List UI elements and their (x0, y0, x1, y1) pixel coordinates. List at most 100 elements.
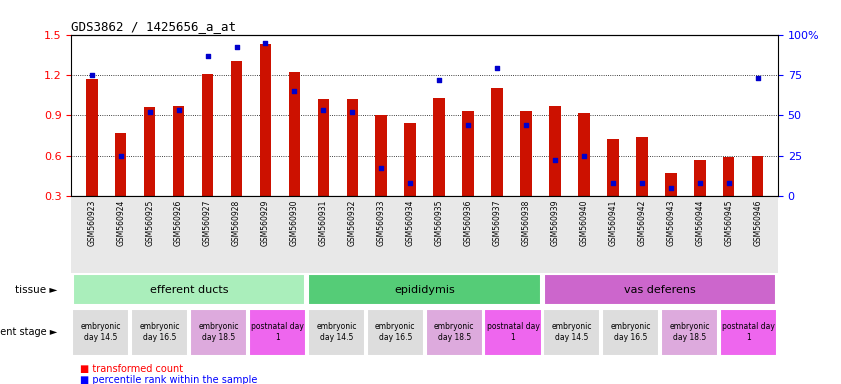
Point (635, 180, 648, 186)
Text: GDS3862 / 1425656_a_at: GDS3862 / 1425656_a_at (71, 20, 236, 33)
Bar (260, 44, 272, 236)
Text: GSM560932: GSM560932 (348, 200, 357, 246)
Text: GSM560946: GSM560946 (754, 200, 762, 246)
Point (490, 65, 504, 71)
Text: GSM560942: GSM560942 (637, 200, 647, 246)
Point (664, 185, 678, 191)
Bar (288, 72, 300, 236)
Point (519, 122, 532, 128)
Text: epididymis: epididymis (394, 285, 455, 295)
Text: embryonic
day 14.5: embryonic day 14.5 (552, 323, 592, 342)
Text: GSM560939: GSM560939 (551, 200, 559, 246)
Point (548, 157, 562, 164)
Bar (694, 160, 706, 236)
Bar (636, 137, 648, 236)
Bar (549, 106, 561, 236)
Bar (230, 61, 242, 236)
Bar (665, 173, 677, 236)
Bar (720, 309, 777, 356)
Bar (405, 123, 416, 236)
Point (114, 152, 128, 159)
Text: GSM560926: GSM560926 (174, 200, 183, 246)
Point (85, 72, 98, 78)
Text: GSM560928: GSM560928 (232, 200, 241, 246)
Text: embryonic
day 16.5: embryonic day 16.5 (375, 323, 415, 342)
Bar (607, 139, 619, 236)
Text: development stage ►: development stage ► (0, 327, 57, 337)
Bar (131, 309, 188, 356)
Bar (491, 88, 503, 236)
Bar (309, 274, 541, 306)
Bar (602, 309, 659, 356)
Text: GSM560934: GSM560934 (405, 200, 415, 246)
Bar (484, 309, 542, 356)
Bar (723, 157, 734, 236)
Text: GSM560938: GSM560938 (521, 200, 531, 246)
Bar (172, 106, 184, 236)
Text: GSM560925: GSM560925 (145, 200, 154, 246)
Point (259, 40, 272, 46)
Text: GSM560929: GSM560929 (261, 200, 270, 246)
Point (606, 180, 620, 186)
Point (751, 75, 764, 81)
Point (693, 180, 706, 186)
Point (374, 166, 388, 172)
Text: embryonic
day 14.5: embryonic day 14.5 (81, 323, 121, 342)
Point (462, 122, 475, 128)
Point (577, 152, 590, 159)
Text: GSM560927: GSM560927 (203, 200, 212, 246)
Text: embryonic
day 18.5: embryonic day 18.5 (669, 323, 710, 342)
Text: GSM560937: GSM560937 (493, 200, 501, 246)
Bar (433, 98, 445, 236)
Text: ■ transformed count: ■ transformed count (80, 364, 183, 374)
Text: GSM560944: GSM560944 (696, 200, 704, 246)
Text: efferent ducts: efferent ducts (150, 285, 229, 295)
Bar (318, 99, 329, 236)
Text: GSM560945: GSM560945 (724, 200, 733, 246)
Text: GSM560940: GSM560940 (579, 200, 589, 246)
Point (722, 180, 735, 186)
Text: GSM560933: GSM560933 (377, 200, 386, 246)
Bar (752, 156, 764, 236)
Text: GSM560941: GSM560941 (608, 200, 617, 246)
Bar (544, 274, 776, 306)
Text: GSM560930: GSM560930 (290, 200, 299, 246)
Bar (115, 132, 126, 236)
Point (346, 109, 359, 115)
Point (288, 88, 301, 94)
Text: tissue ►: tissue ► (15, 285, 57, 295)
Point (172, 107, 185, 113)
Text: ■ percentile rank within the sample: ■ percentile rank within the sample (80, 375, 257, 384)
Text: embryonic
day 18.5: embryonic day 18.5 (434, 323, 474, 342)
Bar (346, 99, 358, 236)
Bar (521, 111, 532, 236)
Text: GSM560936: GSM560936 (463, 200, 473, 246)
Point (404, 180, 417, 186)
Bar (578, 113, 590, 236)
Bar (73, 274, 305, 306)
Bar (308, 309, 365, 356)
Bar (202, 73, 214, 236)
Bar (463, 111, 474, 236)
Bar (543, 309, 600, 356)
Text: embryonic
day 16.5: embryonic day 16.5 (140, 323, 180, 342)
Bar (426, 309, 483, 356)
Text: embryonic
day 18.5: embryonic day 18.5 (198, 323, 239, 342)
Text: embryonic
day 16.5: embryonic day 16.5 (611, 323, 651, 342)
Text: GSM560924: GSM560924 (116, 200, 125, 246)
Bar (249, 309, 306, 356)
Point (201, 53, 214, 59)
Point (317, 107, 331, 113)
Text: GSM560923: GSM560923 (87, 200, 96, 246)
Text: postnatal day
1: postnatal day 1 (251, 323, 304, 342)
Text: GSM560935: GSM560935 (435, 200, 444, 246)
Text: embryonic
day 14.5: embryonic day 14.5 (316, 323, 357, 342)
Point (230, 45, 243, 51)
Bar (375, 115, 387, 236)
Text: postnatal day
1: postnatal day 1 (722, 323, 775, 342)
Text: postnatal day
1: postnatal day 1 (487, 323, 539, 342)
Point (143, 109, 156, 115)
Text: GSM560943: GSM560943 (666, 200, 675, 246)
Bar (661, 309, 718, 356)
Point (432, 77, 446, 83)
